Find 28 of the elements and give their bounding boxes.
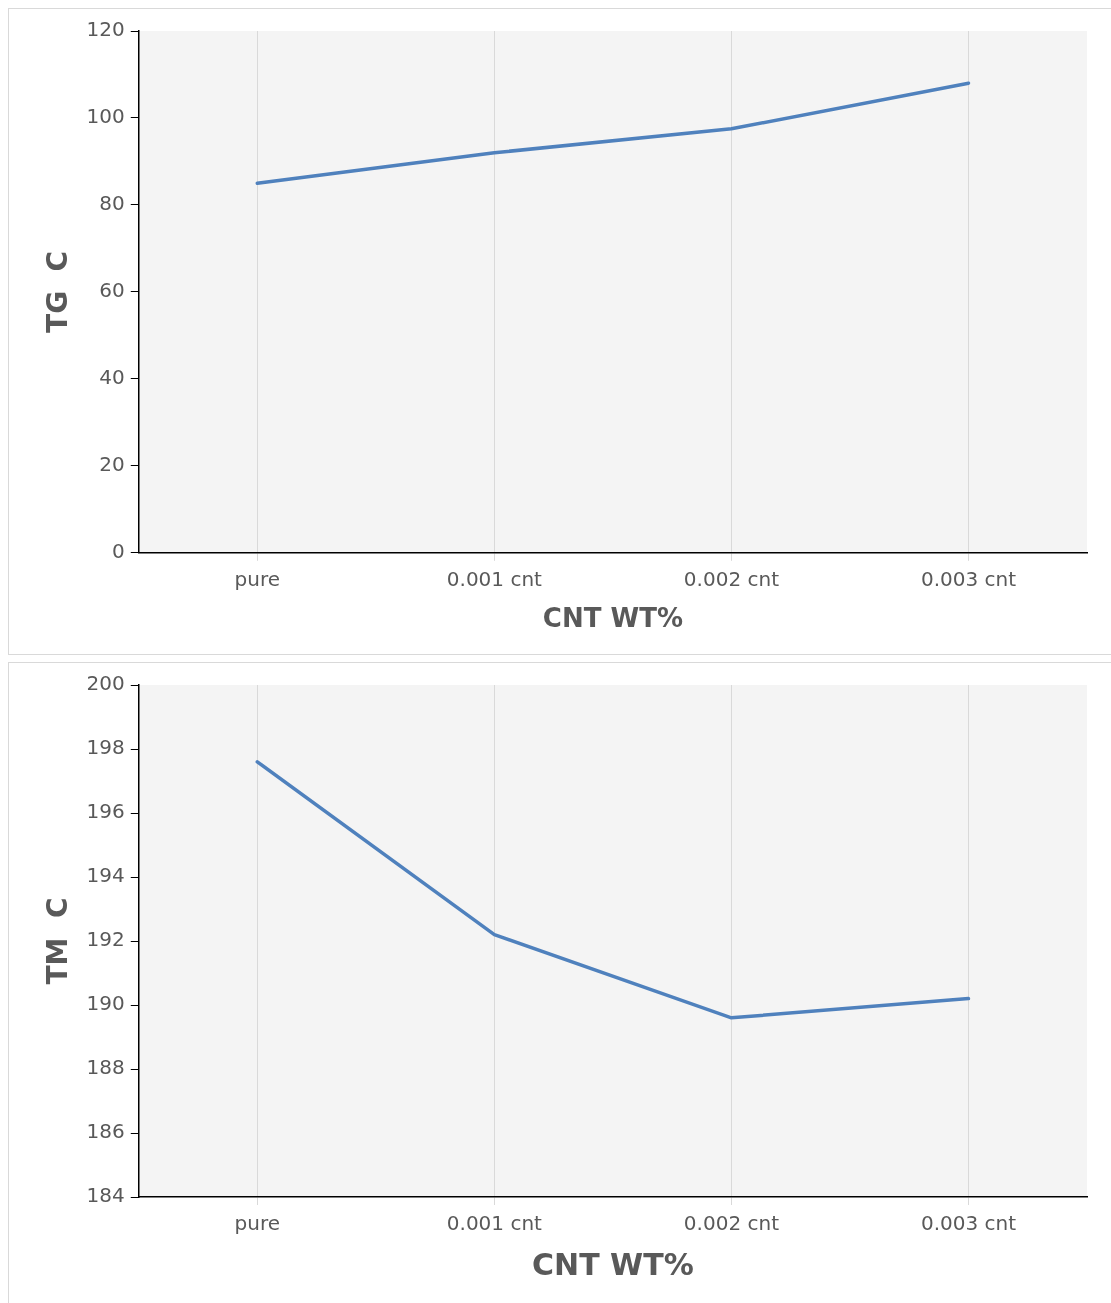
x-axis-title: CNT WT% [542,603,683,634]
y-axis-title: TM C [41,897,75,985]
x-tick-label: 0.003 cnt [920,567,1017,591]
y-tick-label: 184 [86,1183,125,1208]
y-tick-label: 100 [86,104,125,129]
y-tick-label: 198 [86,735,125,760]
y-axis-title: TG C [41,250,75,333]
y-tick-label: 80 [99,191,125,216]
y-tick-label: 192 [86,927,125,952]
x-tick-label: pure [234,1211,281,1236]
x-tick-label: 0.001 cnt [446,1211,543,1236]
x-tick-label: 0.002 cnt [683,1211,780,1236]
x-axis-title: CNT WT% [532,1246,694,1282]
x-tick-label: 0.001 cnt [446,567,543,591]
y-tick-label: 120 [86,17,125,42]
y-tick-label: 190 [86,991,125,1016]
y-tick-label: 194 [86,863,125,888]
y-tick-label: 20 [99,452,125,477]
y-tick-label: 60 [99,278,125,303]
y-tick-label: 188 [86,1055,125,1080]
x-tick-label: 0.003 cnt [920,1211,1017,1236]
y-tick-label: 0 [112,539,125,563]
x-tick-label: 0.002 cnt [683,567,780,591]
x-tick-label: pure [234,567,281,591]
y-tick-label: 186 [86,1119,125,1144]
y-tick-label: 196 [86,799,125,824]
y-tick-label: 40 [99,365,125,390]
y-tick-label: 200 [86,671,125,696]
